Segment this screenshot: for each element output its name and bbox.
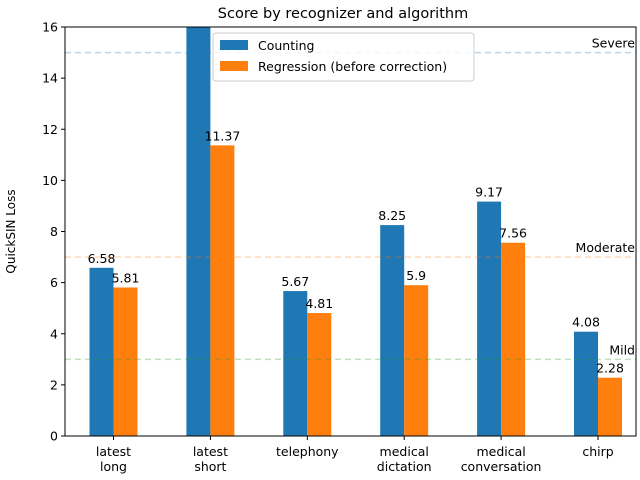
plot-area: 6.58 5.67 8.25 9.17 4.08 5.81 11.37 4.81 5.9 7.56… xyxy=(65,27,636,436)
x-tick-label-line: conversation xyxy=(461,459,542,474)
data-label: 5.81 xyxy=(112,270,140,285)
x-tick-label-line: latest xyxy=(193,444,228,459)
x-tick-label-line: telephony xyxy=(276,444,339,459)
bar xyxy=(501,242,526,436)
bar xyxy=(307,313,332,436)
x-tick-label: latest short xyxy=(193,444,228,474)
reference-line-label: Moderate xyxy=(576,240,636,255)
data-label: 6.58 xyxy=(88,251,116,266)
bar xyxy=(113,287,138,436)
x-tick-label: medical conversation xyxy=(461,444,542,474)
y-tick-label: 10 xyxy=(42,173,58,188)
x-tick-label-line: medical xyxy=(476,444,525,459)
chart-title: Score by recognizer and algorithm xyxy=(218,6,468,22)
x-tick-label: medical dictation xyxy=(377,444,432,474)
x-tick-label-line: dictation xyxy=(377,459,432,474)
data-label: 8.25 xyxy=(378,208,406,223)
y-tick-label: 4 xyxy=(50,326,58,341)
x-tick-label: latest long xyxy=(96,444,131,474)
bar xyxy=(210,145,235,436)
y-tick-label: 6 xyxy=(50,275,58,290)
data-label: 4.08 xyxy=(572,315,600,330)
legend-swatch xyxy=(220,40,248,50)
data-label: 2.28 xyxy=(596,361,624,376)
y-tick-label: 0 xyxy=(50,429,58,444)
y-tick-label: 14 xyxy=(42,71,58,86)
bar xyxy=(283,291,308,436)
y-tick-label: 16 xyxy=(42,20,58,35)
x-tick-label: chirp xyxy=(582,444,613,459)
bar xyxy=(598,377,622,436)
y-tick-label: 2 xyxy=(50,377,58,392)
legend-label: Counting xyxy=(258,38,314,53)
data-label: 11.37 xyxy=(205,128,241,143)
x-tick-label-line: short xyxy=(194,459,226,474)
x-tick-label: telephony xyxy=(276,444,339,459)
data-label: 7.56 xyxy=(499,226,527,241)
axes-frame xyxy=(64,26,637,437)
reference-line-label: Severe xyxy=(592,36,636,51)
legend-box xyxy=(212,32,475,82)
x-tick-label-line: chirp xyxy=(582,444,613,459)
legend: Counting Regression (before correction) xyxy=(212,32,475,82)
x-tick-label-line: medical xyxy=(380,444,429,459)
bar xyxy=(89,267,114,436)
legend-swatch xyxy=(220,61,248,71)
bar xyxy=(574,331,598,436)
y-tick-label: 12 xyxy=(42,122,58,137)
bar xyxy=(186,27,211,436)
data-label: 5.67 xyxy=(281,274,309,289)
bar xyxy=(477,201,502,436)
bar xyxy=(404,285,429,436)
y-axis-label: QuickSIN Loss xyxy=(4,189,18,273)
data-label: 9.17 xyxy=(475,185,503,200)
reference-line-label: Mild xyxy=(609,342,635,357)
legend-label: Regression (before correction) xyxy=(258,59,447,74)
bar xyxy=(380,225,405,436)
y-axis: 0 2 4 6 8 10 12 14 16 xyxy=(42,20,65,444)
data-label: 4.81 xyxy=(305,296,333,311)
x-tick-label-line: latest xyxy=(96,444,131,459)
data-label: 5.9 xyxy=(406,268,426,283)
y-tick-label: 8 xyxy=(50,224,58,239)
x-tick-label-line: long xyxy=(100,459,127,474)
